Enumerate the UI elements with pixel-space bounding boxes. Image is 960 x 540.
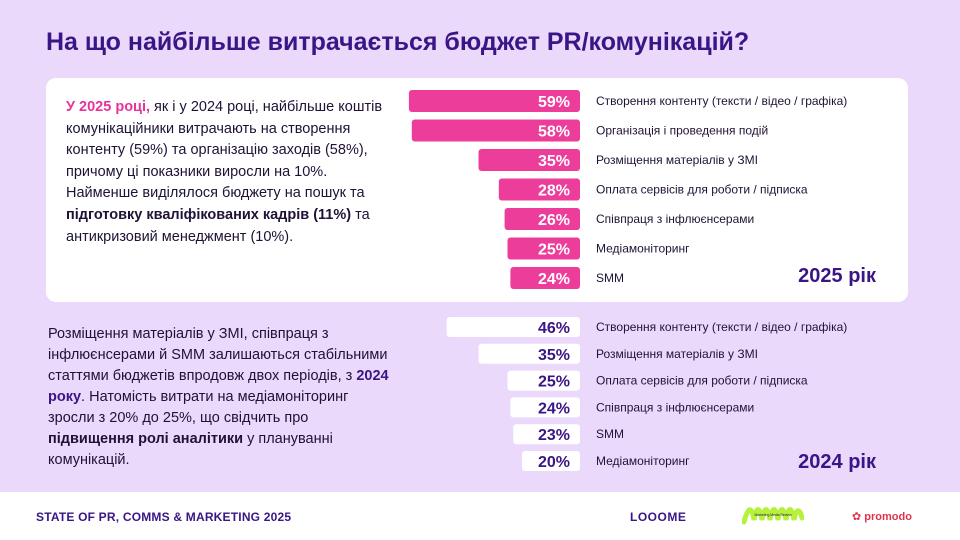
looome-logo: LOOOME bbox=[630, 510, 687, 524]
summary-2025-lead: У 2025 році, bbox=[66, 99, 151, 115]
chart-2025-category-label: Організація і проведення подій bbox=[596, 124, 768, 138]
chart-2025-bar bbox=[504, 208, 580, 230]
chart-2024-bar bbox=[507, 370, 580, 391]
chart-2024-category-label: Співпраця з інфлюєнсерами bbox=[596, 400, 754, 414]
chart-2025-category-label: Оплата сервісів для роботи / підписка bbox=[596, 183, 808, 197]
chart-2024-value-label: 20% bbox=[538, 454, 570, 471]
chart-2025-category-label: Медіамоніторинг bbox=[596, 242, 690, 256]
summary-2025-part1: як і у 2024 році, найбільше коштів комун… bbox=[66, 99, 383, 202]
chart-2025-bar bbox=[498, 178, 580, 201]
chart-2025-category-label: SMM bbox=[596, 271, 624, 285]
chart-2025-value-label: 28% bbox=[538, 183, 570, 200]
chart-2025-category-label: Співпраця з інфлюєнсерами bbox=[596, 212, 754, 226]
chart-2025-value-label: 24% bbox=[538, 271, 570, 288]
chart-2025-bar bbox=[411, 119, 580, 142]
promodo-logo-text: promodo bbox=[864, 511, 912, 523]
chart-2025-bar bbox=[507, 237, 580, 260]
chart-2024-value-label: 23% bbox=[538, 427, 570, 444]
chart-2025-bar bbox=[478, 149, 580, 171]
chart-2025-value-label: 58% bbox=[538, 124, 570, 141]
summary-2024-part1: Розміщення матеріалів у ЗМІ, співпраця з… bbox=[48, 326, 388, 384]
chart-2025-year-label: 2025 рік bbox=[798, 265, 877, 287]
chart-2025-value-label: 25% bbox=[538, 242, 570, 259]
chart-2025-bar bbox=[408, 90, 580, 112]
chart-2024-category-label: Оплата сервісів для роботи / підписка bbox=[596, 374, 808, 388]
chart-2024-bar bbox=[510, 397, 580, 418]
summary-2025: У 2025 році, як і у 2024 році, найбільше… bbox=[66, 97, 386, 248]
promodo-mark-icon: ✿ bbox=[852, 511, 865, 523]
footer: STATE OF PR, COMMS & MARKETING 2025 LOOO… bbox=[0, 492, 960, 540]
footer-label: STATE OF PR, COMMS & MARKETING 2025 bbox=[36, 510, 292, 524]
summary-2024-part2: . Натомість витрати на медіамоніторинг з… bbox=[48, 389, 349, 426]
chart-2024-value-label: 35% bbox=[538, 347, 570, 364]
summary-2024-part3: у плануванні комунікацій. bbox=[48, 431, 333, 468]
chart-2025-value-label: 35% bbox=[538, 153, 570, 170]
chart-2025-value-label: 26% bbox=[538, 212, 570, 229]
marketing-media-review-text: Marketing Media Review bbox=[754, 513, 792, 517]
marketing-media-review-logo: Marketing Media Review bbox=[742, 507, 804, 525]
chart-2024-bar bbox=[522, 451, 580, 471]
summary-2024-bold: підвищення ролі аналітики bbox=[48, 431, 244, 447]
chart-2024-value-label: 46% bbox=[538, 320, 570, 337]
chart-2024-bar bbox=[478, 343, 580, 364]
summary-2025-part2: та антикризовий менеджмент (10%). bbox=[66, 206, 370, 245]
top-panel bbox=[46, 78, 908, 302]
chart-2025-bar bbox=[510, 267, 580, 289]
promodo-logo: ✿ promodo bbox=[852, 510, 912, 523]
chart-2024-category-label: Створення контенту (тексти / відео / гра… bbox=[596, 320, 847, 334]
budget-bar-charts: 59% Створення контенту (тексти / відео / … bbox=[408, 90, 877, 473]
chart-2024-year-label: 2024 рік bbox=[798, 451, 877, 473]
chart-2024-category-label: SMM bbox=[596, 427, 624, 441]
chart-2024-category-label: Медіамоніторинг bbox=[596, 454, 690, 468]
summary-2024: Розміщення матеріалів у ЗМІ, співпраця з… bbox=[48, 324, 398, 471]
chart-2024-value-label: 25% bbox=[538, 374, 570, 391]
chart-2025-category-label: Створення контенту (тексти / відео / гра… bbox=[596, 94, 847, 108]
chart-2024-value-label: 24% bbox=[538, 400, 570, 417]
chart-2024-bar bbox=[446, 317, 580, 337]
chart-2025-category-label: Розміщення матеріалів у ЗМІ bbox=[596, 153, 758, 167]
chart-2024-category-label: Розміщення матеріалів у ЗМІ bbox=[596, 347, 758, 361]
chart-2024-bar bbox=[513, 424, 580, 445]
chart-2025-value-label: 59% bbox=[538, 94, 570, 111]
summary-2024-highlight: 2024 року bbox=[48, 368, 389, 405]
summary-2025-bold: підготовку кваліфікованих кадрів (11%) bbox=[66, 206, 352, 223]
page-title: На що найбільше витрачається бюджет PR/к… bbox=[46, 28, 750, 56]
